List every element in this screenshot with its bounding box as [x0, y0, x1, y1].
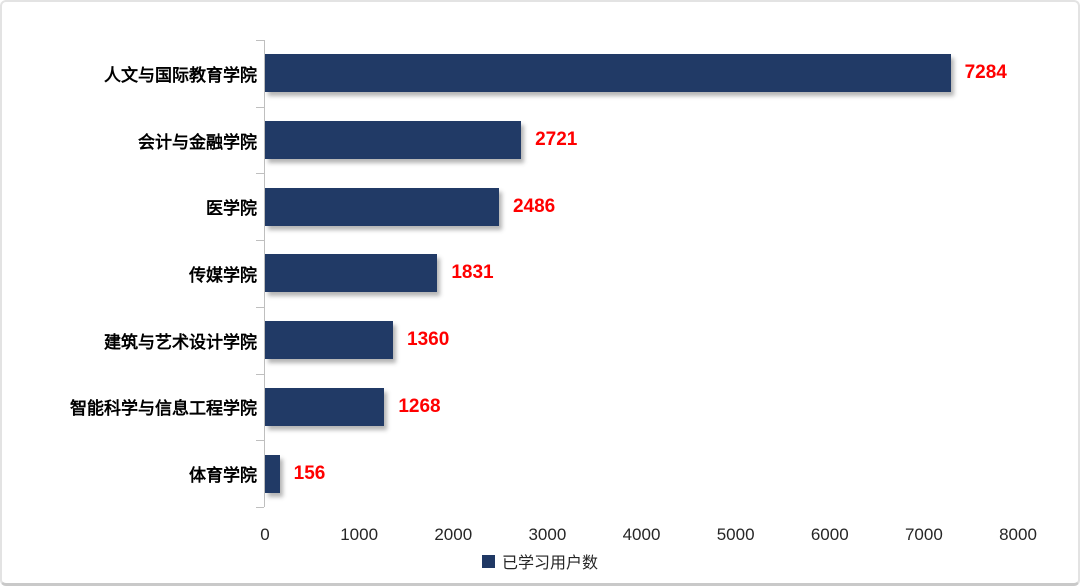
- bar-row: 2721: [265, 107, 1018, 174]
- bar: [265, 121, 522, 160]
- y-axis-tick: [256, 173, 264, 175]
- bar-row: 1831: [265, 240, 1018, 307]
- legend: 已学习用户数: [2, 549, 1078, 573]
- category-label: 建筑与艺术设计学院: [104, 332, 257, 352]
- bar: [265, 187, 499, 226]
- x-axis-tick-label: 0: [260, 525, 270, 544]
- category-label: 人文与国际教育学院: [104, 65, 257, 85]
- bar: [265, 321, 393, 360]
- x-axis-tick-label: 4000: [622, 525, 661, 544]
- plot-area: 7284 2721 2486 1831 1360 1268 156: [256, 40, 1018, 508]
- category-label-row: 医学院: [2, 173, 257, 240]
- category-label: 体育学院: [189, 466, 257, 486]
- bar-row: 2486: [265, 173, 1018, 240]
- legend-swatch-icon: [481, 554, 495, 568]
- bar-value-label: 2486: [512, 195, 556, 217]
- bar-value-label: 7284: [964, 62, 1007, 84]
- x-axis-tick-label: 6000: [810, 525, 849, 544]
- category-label: 传媒学院: [189, 266, 257, 286]
- x-axis-tick-label: 1000: [340, 525, 379, 544]
- y-axis-tick: [256, 306, 264, 308]
- x-axis-tick-label: 7000: [904, 525, 943, 544]
- category-labels: 人文与国际教育学院会计与金融学院医学院传媒学院建筑与艺术设计学院智能科学与信息工…: [2, 40, 257, 507]
- y-axis-tick: [256, 40, 264, 41]
- bar-row: 1268: [265, 374, 1018, 441]
- bar: [265, 54, 951, 93]
- bar-row: 7284: [265, 40, 1018, 107]
- bar-value-label: 2721: [535, 129, 578, 151]
- x-axis-tick-label: 3000: [528, 525, 567, 544]
- bar-value-label: 1360: [407, 329, 450, 351]
- x-axis: 0 1000 2000 3000 4000 5000 6000 7000 8000: [260, 525, 1037, 547]
- bar: [265, 387, 385, 426]
- legend-label: 已学习用户数: [501, 555, 598, 572]
- category-label: 智能科学与信息工程学院: [70, 399, 257, 419]
- bar-row: 156: [265, 440, 1018, 507]
- bar-value-label: 156: [293, 462, 326, 484]
- y-axis-tick: [256, 507, 264, 508]
- category-label-row: 建筑与艺术设计学院: [2, 307, 257, 374]
- category-label-row: 传媒学院: [2, 240, 257, 307]
- bar: [265, 454, 280, 493]
- y-axis-line: [264, 40, 265, 507]
- bar: [265, 254, 438, 293]
- y-axis-tick: [256, 106, 264, 108]
- category-label-row: 会计与金融学院: [2, 107, 257, 174]
- category-label-row: 智能科学与信息工程学院: [2, 374, 257, 441]
- x-axis-tick-label: 5000: [716, 525, 755, 544]
- bar-row: 1360: [265, 307, 1018, 374]
- category-label: 会计与金融学院: [138, 132, 257, 152]
- bar-value-label: 1831: [451, 262, 494, 284]
- y-axis-tick: [256, 240, 264, 242]
- x-axis-tick-label: 2000: [434, 525, 473, 544]
- category-label-row: 体育学院: [2, 440, 257, 507]
- category-label-row: 人文与国际教育学院: [2, 40, 257, 107]
- bar-value-label: 1268: [398, 395, 441, 417]
- y-axis-tick: [256, 373, 264, 375]
- y-axis-tick: [256, 440, 264, 442]
- x-axis-tick-label: 8000: [999, 525, 1037, 544]
- category-label: 医学院: [206, 199, 257, 219]
